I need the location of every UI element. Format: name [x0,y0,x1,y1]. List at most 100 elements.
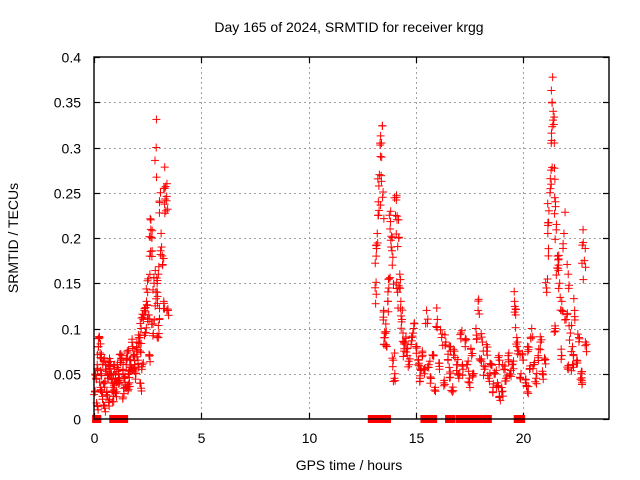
y-tick-label: 0.3 [62,141,82,157]
data-point [401,339,410,348]
data-point [374,181,383,190]
data-point [524,345,533,354]
data-point [513,346,522,355]
data-point [528,332,537,341]
data-point [560,315,569,324]
data-point [396,275,405,284]
data-point [386,224,395,233]
data-point [376,152,385,161]
data-point [96,386,105,395]
data-point [551,235,560,244]
data-point [477,354,486,363]
data-point [391,211,400,220]
data-point [393,212,402,221]
data-point [550,175,559,184]
data-point [581,341,590,350]
data-point [500,362,509,371]
data-point [573,330,582,339]
data-point [565,321,574,330]
data-point [381,340,390,349]
data-point [527,324,536,333]
data-point [371,299,380,308]
data-point [579,275,588,284]
data-point [563,310,572,319]
data-point [145,270,154,279]
data-point [446,373,455,382]
data-point [162,192,171,201]
data-point [404,362,413,371]
data-point [403,344,412,353]
data-point [577,380,586,389]
data-point [466,345,475,354]
data-point [95,378,104,387]
data-point [524,389,533,398]
data-point [465,383,474,392]
data-point [129,365,138,374]
x-tick-labels: 0 5 10 15 20 [91,430,532,446]
data-point [468,349,477,358]
data-point [146,247,155,256]
data-point [547,180,556,189]
data-point [550,193,559,202]
data-point [546,184,555,193]
data-point [96,339,105,348]
data-point [399,352,408,361]
data-point [104,360,113,369]
data-point [137,386,146,395]
y-tick-label: 0 [73,412,81,428]
data-point [576,375,585,384]
data-point [377,177,386,186]
data-point [146,232,155,241]
data-point [388,261,397,270]
data-point [462,360,471,369]
data-point [125,373,134,382]
data-point [547,129,556,138]
data-point [579,225,588,234]
data-point [540,354,549,363]
data-point [390,349,399,358]
data-point [554,254,563,263]
data-point [142,300,151,309]
data-point [101,407,110,416]
data-point [472,331,481,340]
data-point [494,351,503,360]
data-point [550,327,559,336]
data-point [135,339,144,348]
data-point [401,334,410,343]
data-point [379,214,388,223]
data-point [157,229,166,238]
data-point [542,283,551,292]
data-point [396,304,405,313]
data-point [143,301,152,310]
data-point [137,324,146,333]
data-point [380,328,389,337]
data-point [159,184,168,193]
data-point [147,234,156,242]
data-point [93,402,102,411]
data-point [483,351,492,360]
data-point [488,388,497,397]
data-point [487,361,496,370]
data-point [497,383,506,392]
data-point [544,206,553,215]
data-point [554,255,563,264]
data-point [557,355,566,364]
data-point [152,173,161,182]
data-point [141,328,150,337]
data-point [555,279,564,288]
data-point [160,200,169,209]
data-point [143,276,152,285]
data-point [388,253,397,262]
data-point [557,345,566,354]
data-point [383,287,392,296]
data-point [511,305,520,314]
data-point [443,355,452,364]
data-point [559,239,568,248]
data-point [563,260,572,269]
data-point [133,352,142,361]
data-point [548,98,557,107]
data-point [547,86,556,95]
data-point [143,288,152,297]
data-point [551,321,560,330]
data-point [446,347,455,356]
